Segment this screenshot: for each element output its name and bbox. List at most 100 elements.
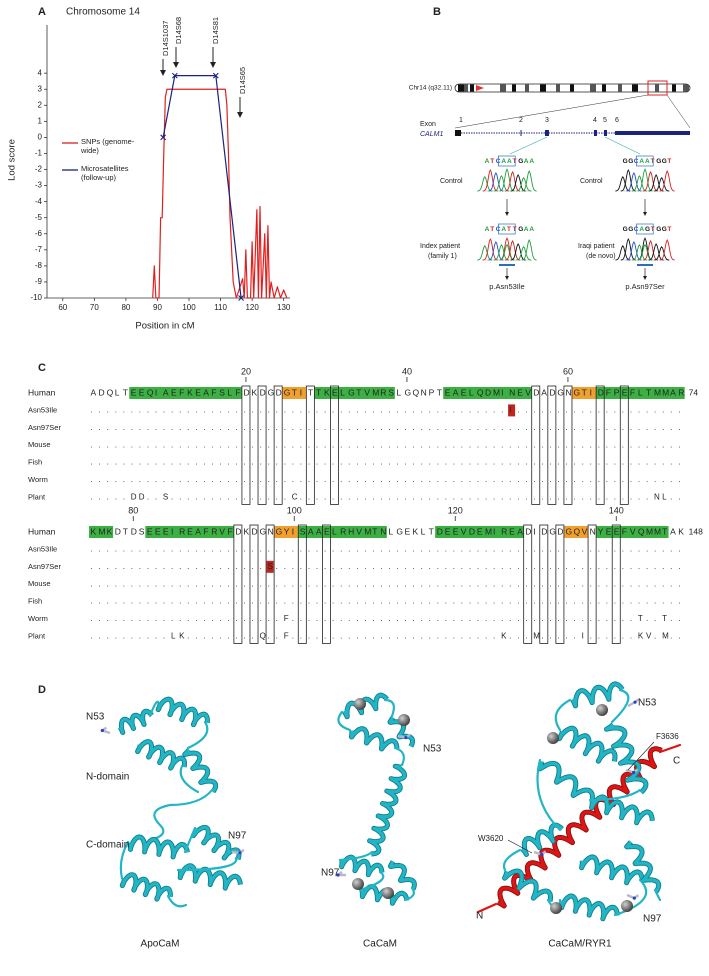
- structure-label: N97: [321, 868, 340, 879]
- base: A: [645, 158, 650, 165]
- control-label: Control: [440, 178, 463, 185]
- chromosome-band: [590, 84, 596, 92]
- sequence-row: ........................................…: [91, 579, 681, 588]
- chromosome-band: [602, 84, 606, 92]
- helix: [580, 855, 644, 885]
- x-tick-label: 70: [90, 303, 99, 312]
- y-tick-label: 1: [38, 116, 43, 125]
- x-tick-label: 90: [153, 303, 162, 312]
- marker-label: D14S81: [211, 17, 220, 44]
- trace-peak: [510, 173, 526, 192]
- trace-peak: [493, 244, 509, 261]
- helix-highlight: [298, 526, 387, 538]
- row-label: Worm: [28, 614, 48, 623]
- structure-label: N53: [86, 712, 105, 723]
- row-label: Worm: [28, 475, 48, 484]
- sequence-row: ........................................…: [91, 423, 681, 432]
- trace-peak: [493, 175, 509, 192]
- trace-peak: [648, 242, 664, 261]
- side-chain-atom: [336, 873, 340, 877]
- structure-label: N53: [638, 698, 657, 709]
- mutation-highlight: [266, 560, 274, 573]
- exon-number: 2: [519, 117, 523, 124]
- loop-highlight: [282, 387, 307, 399]
- base: A: [524, 226, 529, 233]
- base: G: [656, 158, 661, 165]
- ef-hand-box: [233, 524, 243, 644]
- legend-text: Microsatellites (follow-up): [81, 164, 129, 182]
- calcium-ion: [547, 732, 559, 744]
- helix-highlight: [596, 526, 669, 538]
- base: A: [639, 226, 644, 233]
- base: G: [518, 226, 523, 233]
- calcium-ion: [398, 714, 410, 726]
- trace-peak: [482, 169, 498, 192]
- legend-entry: SNPs (genome-wide): [81, 137, 134, 155]
- loop-highlight: [563, 526, 589, 538]
- y-tick-label: -6: [35, 229, 43, 238]
- y-tick-label: -3: [35, 181, 43, 190]
- side-chain-atom: [238, 851, 242, 855]
- ef-hand-box: [611, 524, 621, 644]
- ef-hand-box: [330, 385, 339, 505]
- loop-highlight: [571, 387, 597, 399]
- trace-peak: [626, 241, 642, 261]
- trace-peak: [626, 172, 642, 192]
- arrowhead: [643, 276, 647, 280]
- panel-label: B: [433, 6, 441, 18]
- base: A: [501, 226, 506, 233]
- centromere: [476, 85, 484, 91]
- helix: [349, 727, 399, 751]
- helix: [560, 894, 619, 921]
- y-tick-label: -1: [35, 149, 43, 158]
- ef-hand-box: [257, 385, 267, 505]
- codon-box: [636, 155, 654, 167]
- marker-arrowhead: [210, 62, 216, 68]
- residue-number: 40: [402, 366, 412, 376]
- patient-label: Iraqi patient: [578, 243, 615, 250]
- gene-label: CALM1: [420, 131, 443, 138]
- structure-name: CaCaM: [363, 939, 397, 950]
- sequence: AT CAT T GAA: [485, 226, 535, 233]
- calcium-ion: [352, 878, 364, 890]
- marker-label: D14S1037: [161, 21, 170, 56]
- exon-label: Exon: [420, 121, 436, 128]
- row-label: Plant: [28, 631, 46, 640]
- series-line: [152, 88, 288, 299]
- chromosome-band: [540, 84, 546, 92]
- y-axis-label: Lod score: [7, 139, 18, 181]
- residue-number: 120: [448, 505, 463, 515]
- sequence-row: ........................................…: [91, 545, 681, 554]
- helix: [340, 855, 384, 877]
- helix: [590, 795, 654, 825]
- trace-peak: [615, 175, 631, 192]
- calcium-ion: [621, 900, 633, 912]
- marker: [212, 72, 219, 79]
- marker-arrowhead: [160, 70, 166, 76]
- base: G: [662, 158, 667, 165]
- chromosome-band: [556, 84, 560, 92]
- exon-number: 5: [603, 117, 607, 124]
- residue-number: 140: [609, 505, 624, 515]
- codon-box: [636, 223, 654, 235]
- sequence-row: ........................................…: [91, 475, 681, 484]
- trace-peak: [499, 243, 515, 261]
- marker-label: D14S68: [174, 17, 183, 44]
- x-tick-label: 80: [121, 303, 130, 312]
- marker-arrowhead: [173, 62, 179, 68]
- codon-box: [498, 223, 516, 235]
- exon-number: 4: [593, 117, 597, 124]
- exon: [604, 130, 607, 136]
- structure-label: C: [673, 756, 680, 767]
- structure-label: F3636: [656, 732, 679, 741]
- row-label: Fish: [28, 458, 42, 467]
- leader: [627, 741, 655, 771]
- loop: [476, 902, 498, 914]
- helix: [183, 748, 218, 793]
- ef-hand-box: [297, 524, 307, 644]
- trace-peak: [505, 171, 521, 192]
- chart-title: Chromosome 14: [66, 7, 140, 18]
- loop: [148, 700, 214, 842]
- ef-hand-box: [273, 385, 283, 505]
